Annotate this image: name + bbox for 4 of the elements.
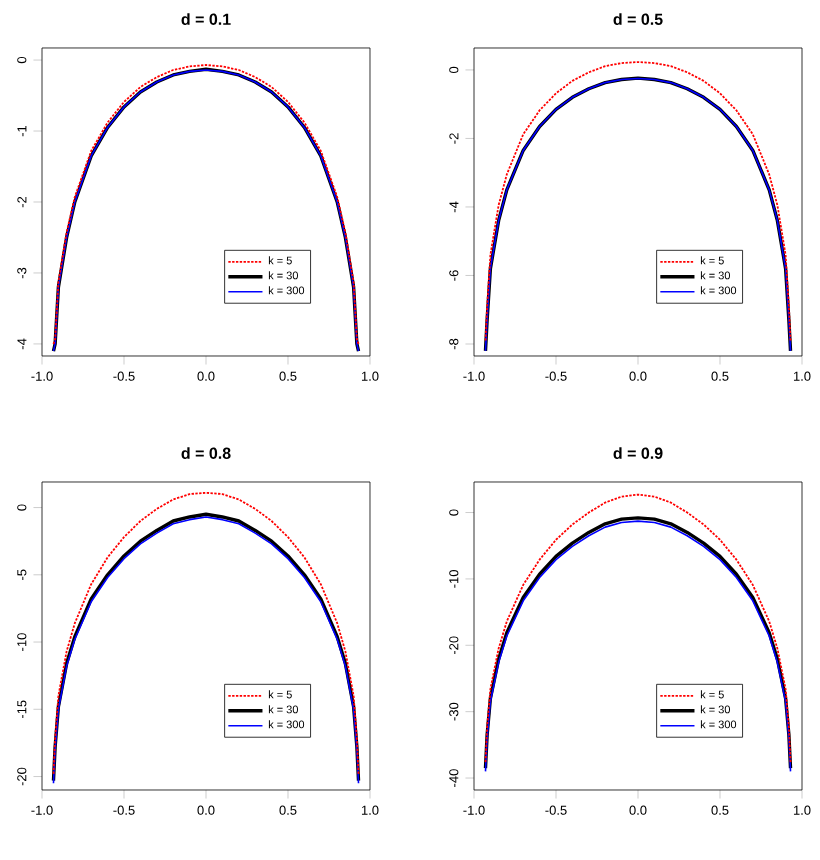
chart-title: d = 0.8 bbox=[181, 447, 231, 459]
chart-title: d = 0.1 bbox=[181, 13, 231, 25]
chart-title: d = 0.9 bbox=[613, 447, 663, 459]
chart-title: d = 0.5 bbox=[613, 13, 663, 25]
